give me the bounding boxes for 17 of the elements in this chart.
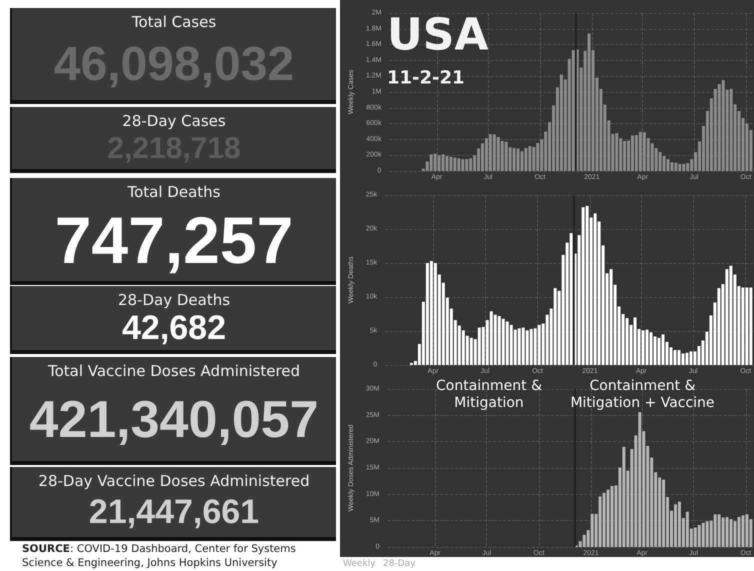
annotation: Containment & Mitigation + Vaccine: [569, 378, 716, 412]
text: Weekly: [343, 559, 376, 569]
text: Total Deaths: [126, 183, 222, 201]
text: 42,682: [121, 309, 227, 348]
text: 747,257: [54, 202, 294, 277]
text: 421,340,057: [28, 390, 320, 449]
chart-title: USA: [387, 10, 488, 60]
text: 28-Day: [383, 559, 416, 569]
annotation: Containment & Mitigation: [434, 378, 544, 412]
text: Total Vaccine Doses Administered: [46, 362, 302, 380]
text: 28-Day Cases: [121, 112, 227, 130]
text: 11-2-21: [387, 68, 465, 88]
text: Total Cases: [130, 13, 218, 31]
text: 21,447,661: [88, 493, 260, 532]
text: 28-Day Vaccine Doses Administered: [37, 472, 311, 490]
text: 28-Day Deaths: [116, 291, 232, 309]
source-note: SOURCE: COVID-19 Dashboard, Center for Systems Science & Engineering, Johns Hopkins University: [22, 542, 297, 570]
